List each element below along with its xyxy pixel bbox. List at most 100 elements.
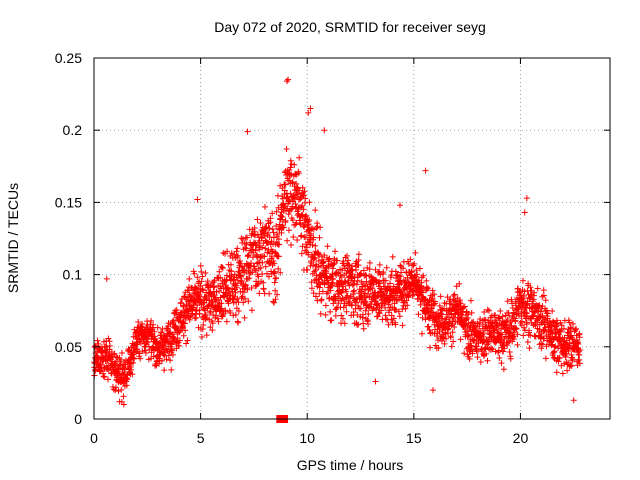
data-point [231, 271, 238, 278]
data-point [310, 234, 317, 241]
data-point [112, 387, 119, 394]
data-point [115, 388, 122, 395]
data-point [202, 312, 209, 319]
data-point [274, 233, 281, 240]
data-point [288, 161, 295, 168]
x-tick-label: 15 [406, 430, 422, 446]
data-point [303, 244, 310, 251]
data-point [104, 376, 111, 383]
data-point [366, 266, 373, 273]
data-point [295, 170, 302, 177]
data-point [366, 259, 373, 266]
data-point [493, 338, 500, 345]
data-point [346, 282, 353, 289]
data-point [521, 288, 528, 295]
data-point [211, 284, 218, 291]
data-point [216, 268, 223, 275]
data-point [523, 321, 530, 328]
data-point [447, 334, 454, 341]
data-point [203, 332, 210, 339]
data-point [383, 264, 390, 271]
data-point [100, 373, 107, 380]
data-point [514, 341, 521, 348]
data-point [194, 302, 201, 309]
data-point [312, 267, 319, 274]
data-point [265, 273, 272, 280]
data-point [203, 295, 210, 302]
data-point [544, 310, 551, 317]
data-point [280, 224, 287, 231]
data-point [456, 296, 463, 303]
data-point [492, 348, 499, 355]
data-point [359, 311, 366, 318]
data-point [282, 181, 289, 188]
data-point [569, 320, 576, 327]
data-point [194, 196, 201, 203]
data-point [261, 203, 268, 210]
data-point [217, 285, 224, 292]
data-point [484, 306, 491, 313]
data-point [180, 319, 187, 326]
data-point [327, 260, 334, 267]
data-point [431, 291, 438, 298]
data-point [560, 325, 567, 332]
data-point [176, 342, 183, 349]
data-point [309, 262, 316, 269]
data-point [468, 309, 475, 316]
data-point [369, 285, 376, 292]
y-tick-label: 0.2 [63, 122, 83, 138]
data-point [272, 287, 279, 294]
data-point [397, 262, 404, 269]
data-point [239, 235, 246, 242]
data-point [376, 261, 383, 268]
data-point [531, 289, 538, 296]
data-point [176, 337, 183, 344]
data-point [543, 307, 550, 314]
data-point [199, 287, 206, 294]
data-point [111, 350, 118, 357]
data-point [293, 180, 300, 187]
data-point [238, 277, 245, 284]
data-point [271, 268, 278, 275]
data-point [310, 226, 317, 233]
data-point [137, 355, 144, 362]
data-point [312, 293, 319, 300]
data-point [352, 296, 359, 303]
data-point [307, 105, 314, 112]
data-point [353, 296, 360, 303]
data-point [451, 324, 458, 331]
data-point [484, 357, 491, 364]
data-point [252, 247, 259, 254]
data-point [260, 279, 267, 286]
data-point [495, 347, 502, 354]
data-point [567, 362, 574, 369]
data-point [451, 291, 458, 298]
data-point [173, 306, 180, 313]
data-point [198, 278, 205, 285]
data-point [94, 337, 101, 344]
data-point [508, 296, 515, 303]
data-point [370, 305, 377, 312]
data-point [387, 280, 394, 287]
data-point [262, 245, 269, 252]
data-point [150, 344, 157, 351]
data-point [505, 309, 512, 316]
data-point [526, 345, 533, 352]
data-point [165, 352, 172, 359]
data-point [576, 360, 583, 367]
data-point [222, 308, 229, 315]
data-point [480, 330, 487, 337]
data-point [319, 288, 326, 295]
data-point [285, 211, 292, 218]
data-point [465, 332, 472, 339]
data-point [272, 296, 279, 303]
data-point [224, 248, 231, 255]
data-point [364, 264, 371, 271]
data-point [355, 262, 362, 269]
data-point [355, 257, 362, 264]
data-point [105, 335, 112, 342]
data-point [180, 302, 187, 309]
data-point [304, 266, 311, 273]
data-point [426, 344, 433, 351]
data-point [301, 188, 308, 195]
